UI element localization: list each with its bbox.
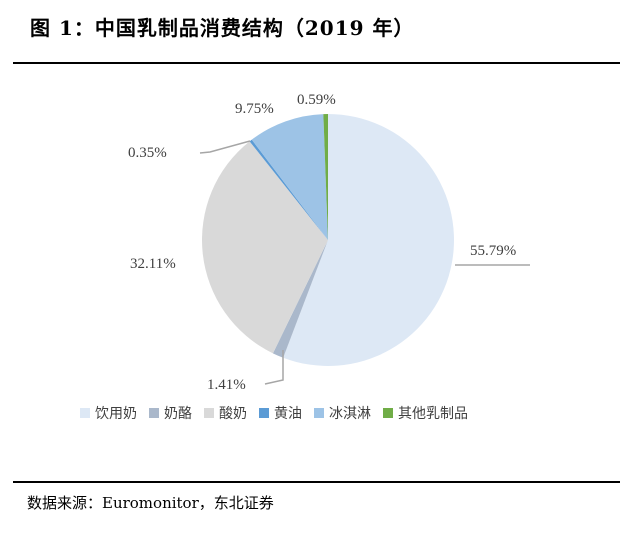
leader-line xyxy=(264,350,284,385)
pie-slice xyxy=(323,114,328,240)
leader-lines xyxy=(199,140,530,385)
legend-swatch-icon xyxy=(204,408,214,418)
legend-swatch-icon xyxy=(314,408,324,418)
legend-item: 酸奶 xyxy=(204,403,247,423)
legend-swatch-icon xyxy=(80,408,90,418)
data-label: 32.11% xyxy=(130,256,176,272)
pie-slices xyxy=(201,114,455,366)
pie-slice xyxy=(251,114,328,240)
pie-slice xyxy=(283,114,455,366)
source-note: 数据来源：Euromonitor，东北证券 xyxy=(27,494,274,512)
top-rule xyxy=(13,62,620,64)
legend-item: 奶酪 xyxy=(149,403,192,423)
legend-swatch-icon xyxy=(259,408,269,418)
data-label: 1.41% xyxy=(207,377,246,393)
data-label: 55.79% xyxy=(470,243,516,259)
pie-slice xyxy=(272,240,328,358)
legend-swatch-icon xyxy=(383,408,393,418)
figure-title: 图 1：中国乳制品消费结构（2019 年） xyxy=(30,16,415,40)
bottom-rule xyxy=(13,481,620,483)
data-label: 9.75% xyxy=(235,101,274,117)
legend-item: 饮用奶 xyxy=(80,403,137,423)
legend: 饮用奶 奶酪 酸奶 黄油 冰淇淋 其他乳制品 xyxy=(80,403,468,423)
data-label: 0.35% xyxy=(128,145,167,161)
data-label: 0.59% xyxy=(297,92,336,108)
pie-slice xyxy=(201,141,328,354)
legend-item: 其他乳制品 xyxy=(383,403,468,423)
legend-item: 冰淇淋 xyxy=(314,403,371,423)
legend-item: 黄油 xyxy=(259,403,302,423)
data-labels: 55.79% 1.41% 32.11% 0.35% 9.75% 0.59% xyxy=(128,92,516,393)
pie-slice xyxy=(249,139,328,240)
legend-swatch-icon xyxy=(149,408,159,418)
leader-line xyxy=(199,140,251,154)
